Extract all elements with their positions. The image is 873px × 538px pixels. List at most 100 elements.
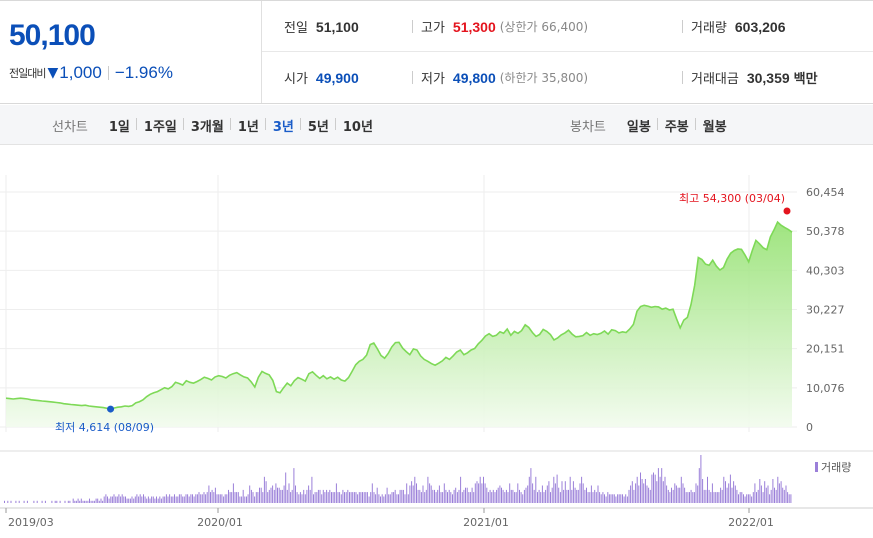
volume-bar xyxy=(535,476,537,503)
volume-bar xyxy=(172,496,174,503)
volume-bar xyxy=(478,483,480,503)
volume-bar xyxy=(569,476,571,503)
volume-bar xyxy=(574,487,576,503)
volume-bar xyxy=(237,492,239,503)
volume-bar xyxy=(502,489,504,503)
volume-bar xyxy=(640,472,641,503)
volume-bar xyxy=(733,481,735,503)
volume-bar xyxy=(790,494,792,503)
tab-monthly[interactable]: 월봉 xyxy=(694,116,734,135)
volume-bar xyxy=(298,494,300,503)
tab-daily[interactable]: 일봉 xyxy=(626,119,651,135)
volume-bar xyxy=(455,487,457,503)
volume-bar xyxy=(108,498,110,503)
volume-bar xyxy=(89,498,90,503)
volume-bar xyxy=(636,476,638,503)
volume-bar xyxy=(556,474,558,503)
volume-bar xyxy=(600,494,602,503)
tab-10y[interactable]: 10년 xyxy=(334,116,380,135)
change-amount: 1,000 xyxy=(59,63,102,82)
volume-bar xyxy=(612,494,614,503)
volume-bar xyxy=(113,494,115,503)
high-value: 51,300 xyxy=(452,18,496,35)
volume-bar xyxy=(69,500,71,503)
volume-bar xyxy=(143,494,144,503)
high-label: 고가 xyxy=(421,21,445,36)
volume-bar xyxy=(175,496,177,503)
volume-bar xyxy=(196,494,198,503)
tab-1w[interactable]: 1주일 xyxy=(135,116,184,135)
volume-bar xyxy=(641,479,643,503)
volume-bar xyxy=(329,489,331,503)
volume-bar xyxy=(373,492,375,503)
volume-bar xyxy=(218,494,220,503)
volume-bar xyxy=(133,498,135,503)
volume-bar xyxy=(566,489,568,503)
volume-bar xyxy=(525,487,527,503)
volume-bar xyxy=(313,494,314,503)
volume-bar xyxy=(147,496,149,503)
volume-bar xyxy=(628,489,630,503)
volume-bar xyxy=(778,483,780,503)
volume-bar xyxy=(136,494,138,503)
volume-bar xyxy=(499,485,501,503)
volume-bar xyxy=(671,487,672,503)
volume-bar xyxy=(138,496,140,503)
prev-close-cell: 전일 51,100 xyxy=(284,1,359,52)
volume-bar xyxy=(74,500,76,503)
volume-bar xyxy=(484,483,486,503)
volume-bar xyxy=(452,494,453,503)
volume-bar xyxy=(672,489,674,503)
tab-3y[interactable]: 3년 xyxy=(264,116,301,135)
volume-bar xyxy=(164,496,166,503)
volume-bar xyxy=(517,483,519,503)
volume-bar xyxy=(505,489,507,503)
tab-1y[interactable]: 1년 xyxy=(229,116,266,135)
tab-3m[interactable]: 3개월 xyxy=(182,116,231,135)
volume-bar xyxy=(483,476,484,503)
volume-bar xyxy=(782,487,784,503)
volume-bar xyxy=(577,489,579,503)
volume-bar xyxy=(770,489,772,503)
volume-bar xyxy=(291,489,293,503)
y-tick-label: 0 xyxy=(806,421,813,434)
volume-bar xyxy=(682,483,684,503)
volume-bar xyxy=(347,489,349,503)
volume-bar xyxy=(739,492,741,503)
volume-bar xyxy=(466,487,468,503)
tab-1d[interactable]: 1일 xyxy=(108,119,130,135)
volume-bar xyxy=(515,492,517,503)
volume-bar xyxy=(255,492,257,503)
volume-bar xyxy=(690,489,692,503)
volume-bar xyxy=(231,492,233,503)
volume-bar xyxy=(734,485,736,503)
tab-weekly[interactable]: 주봉 xyxy=(656,116,696,135)
y-tick-label: 50,378 xyxy=(806,225,845,238)
volume-bar xyxy=(589,492,591,503)
volume-bar xyxy=(375,494,377,503)
volume-bar xyxy=(293,468,295,503)
volume-bar xyxy=(666,485,668,503)
volume-bar xyxy=(625,494,627,503)
volume-bar xyxy=(496,489,498,503)
volume-bar xyxy=(715,492,717,503)
volume-bar xyxy=(631,481,633,503)
volume-bar xyxy=(270,487,272,503)
min-marker xyxy=(107,405,115,413)
trade-value-unit: 백만 xyxy=(793,72,818,87)
volume-bar xyxy=(319,489,321,503)
tab-5y[interactable]: 5년 xyxy=(299,116,336,135)
volume-bar xyxy=(192,494,193,503)
volume-bar xyxy=(487,492,489,503)
volume-bar xyxy=(44,500,46,503)
volume-bar xyxy=(115,496,117,503)
volume-bar xyxy=(586,487,587,503)
volume-bar xyxy=(590,485,592,503)
volume-bar xyxy=(757,489,759,503)
volume-bar xyxy=(368,496,370,503)
volume-bar xyxy=(56,500,58,503)
volume-bar xyxy=(232,483,234,503)
volume-bar xyxy=(710,492,712,503)
volume-bar xyxy=(26,500,28,503)
volume-bar xyxy=(721,489,723,503)
